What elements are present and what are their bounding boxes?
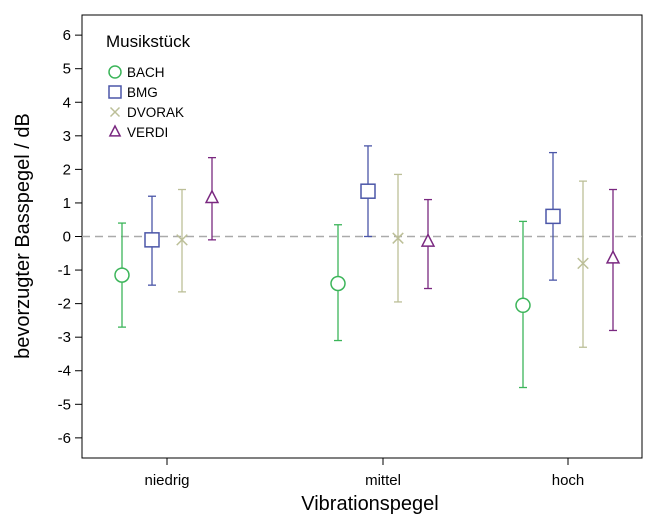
- data-point-verdi: [605, 249, 621, 264]
- marker-stroke: [109, 106, 121, 118]
- y-axis: 6 5 4 3 2 1 0 -1 -2 -3 -4 -5 -6: [58, 27, 82, 447]
- y-tick-label: 2: [63, 161, 71, 178]
- legend-label-dvorak: DVORAK: [127, 105, 184, 120]
- legend-label-verdi: VERDI: [127, 125, 168, 140]
- y-tick-label: -4: [58, 363, 71, 380]
- data-point-bach: [515, 297, 531, 314]
- x-axis: niedrig mittel hoch: [144, 458, 584, 489]
- legend-title: Musikstück: [106, 32, 191, 51]
- data-point-bmg: [545, 208, 561, 225]
- legend-label-bach: BACH: [127, 65, 165, 80]
- y-tick-label: 3: [63, 128, 71, 145]
- data-point-bmg: [360, 183, 376, 199]
- x-tick-label: niedrig: [144, 472, 189, 489]
- y-tick-label: 5: [63, 61, 71, 78]
- data-point-bach: [330, 275, 346, 292]
- y-tick-label: 1: [63, 195, 71, 212]
- legend-entries: BACH BMG DVORAK VERDI: [108, 65, 184, 140]
- y-tick-label: -6: [58, 430, 71, 447]
- data-point-dvorak: [176, 234, 188, 246]
- series-dvorak: [176, 173, 589, 348]
- legend-marker-bmg: [108, 85, 122, 99]
- y-tick-label: 0: [63, 229, 71, 246]
- legend-marker-bach: [108, 65, 122, 79]
- data-point-verdi: [204, 189, 220, 204]
- series-bach: [114, 220, 531, 389]
- series-verdi: [204, 156, 621, 332]
- legend-marker-dvorak: [109, 106, 121, 118]
- marker-stroke: [577, 257, 589, 270]
- y-tick-label: -1: [58, 262, 71, 279]
- data-point-bach: [114, 267, 130, 283]
- data-point-dvorak: [577, 257, 589, 270]
- legend-marker-verdi: [108, 124, 122, 137]
- marker-stroke: [176, 234, 188, 246]
- x-tick-label: hoch: [552, 472, 585, 489]
- series-bmg: [144, 145, 561, 286]
- data-point-verdi: [420, 232, 436, 247]
- y-tick-label: -3: [58, 329, 71, 346]
- x-axis-title: Vibrationspegel: [301, 493, 439, 515]
- legend-label-bmg: BMG: [127, 85, 158, 100]
- series-layer: [114, 145, 621, 389]
- legend: Musikstück BACH BMG DVORAK VERDI: [106, 32, 191, 140]
- data-point-dvorak: [392, 232, 404, 244]
- data-point-bmg: [144, 232, 160, 248]
- y-axis-title: bevorzugter Basspegel / dB: [12, 113, 34, 359]
- y-tick-label: 6: [63, 27, 71, 44]
- y-tick-label: 4: [63, 94, 71, 111]
- y-tick-label: -5: [58, 396, 71, 413]
- y-tick-label: -2: [58, 296, 71, 313]
- marker-stroke: [392, 232, 404, 244]
- x-tick-label: mittel: [365, 472, 401, 489]
